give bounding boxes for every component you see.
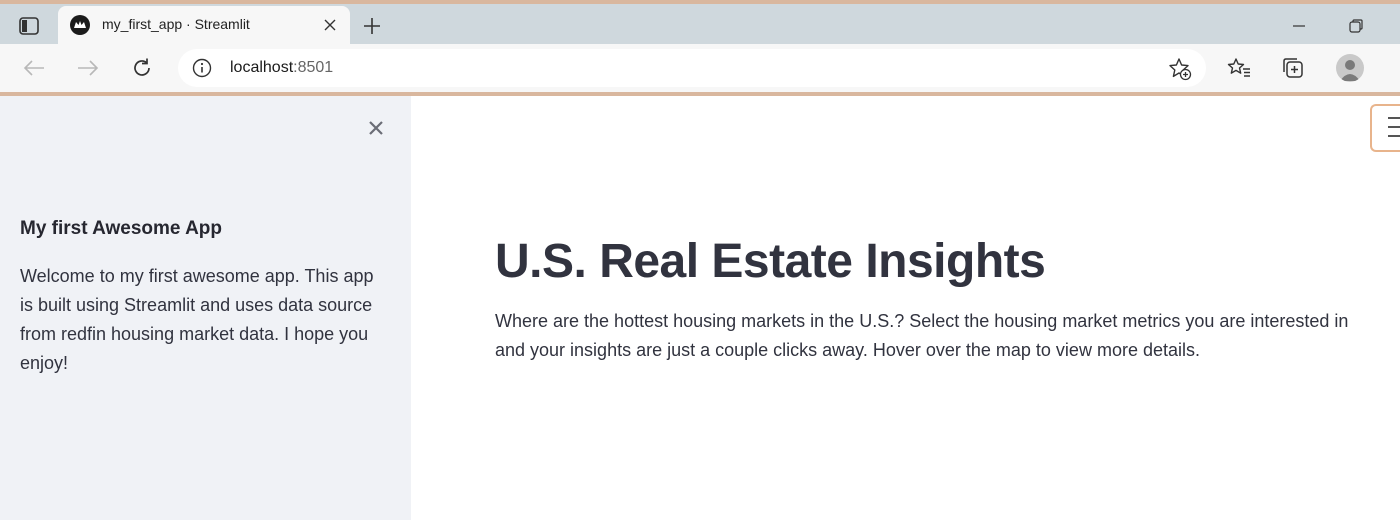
collections-button[interactable]	[1280, 55, 1306, 81]
sidebar-toggle-icon	[19, 17, 39, 35]
close-icon	[324, 19, 336, 31]
app-sidebar: My first Awesome App Welcome to my first…	[0, 96, 411, 520]
window-top-edge	[0, 0, 1400, 4]
page-description: Where are the hottest housing markets in…	[495, 311, 1349, 360]
forward-arrow-icon	[78, 60, 99, 76]
streamlit-favicon	[70, 15, 90, 35]
back-arrow-icon	[23, 60, 44, 76]
sidebar-heading: My first Awesome App	[20, 218, 223, 239]
main-content: U.S. Real Estate Insights Where are the …	[411, 96, 1400, 520]
browser-tab[interactable]: my_first_app · Streamlit	[58, 6, 350, 44]
sidebar-toggle-button[interactable]	[14, 12, 44, 40]
close-icon	[369, 121, 383, 135]
favorites-button[interactable]	[1226, 55, 1252, 81]
browser-toolbar: localhost:8501	[0, 44, 1400, 92]
profile-icon	[1340, 60, 1360, 81]
toolbar-bottom-edge	[0, 92, 1400, 96]
collections-icon	[1283, 58, 1303, 78]
sidebar-text: Welcome to my first awesome app. This ap…	[20, 266, 374, 373]
restore-button[interactable]	[1343, 14, 1369, 38]
profile-button[interactable]	[1336, 54, 1364, 82]
minimize-icon	[1293, 25, 1305, 27]
forward-button[interactable]	[74, 54, 102, 82]
plus-icon	[364, 18, 380, 34]
url-port: :8501	[293, 59, 334, 76]
url-text[interactable]: localhost:8501	[230, 59, 333, 77]
info-icon[interactable]	[192, 58, 212, 78]
restore-icon	[1349, 19, 1363, 33]
address-bar[interactable]: localhost:8501	[178, 49, 1206, 87]
minimize-button[interactable]	[1286, 14, 1312, 38]
hamburger-icon	[1388, 117, 1400, 137]
url-host: localhost	[230, 59, 294, 76]
back-button[interactable]	[20, 54, 48, 82]
refresh-icon	[134, 58, 150, 76]
main-menu-button[interactable]	[1370, 104, 1400, 152]
refresh-button[interactable]	[128, 54, 156, 82]
new-tab-button[interactable]	[358, 12, 386, 40]
tab-close-button[interactable]	[320, 15, 340, 35]
sidebar-close-button[interactable]	[364, 116, 388, 140]
page-title: U.S. Real Estate Insights	[495, 235, 1046, 288]
tab-title: my_first_app · Streamlit	[102, 16, 250, 32]
add-favorite-icon[interactable]	[1168, 57, 1192, 81]
favorites-icon	[1227, 58, 1250, 77]
tab-bar: my_first_app · Streamlit	[0, 4, 1400, 44]
